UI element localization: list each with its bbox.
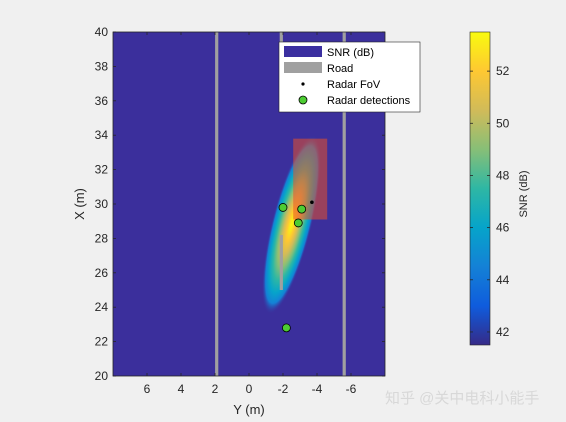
- colorbar-tick-label-4: 50: [496, 116, 510, 130]
- legend-swatch-0: [284, 46, 322, 57]
- road-segment-0: [279, 234, 283, 290]
- y-tick-label-4: 28: [95, 231, 109, 245]
- x-axis-label: Y (m): [233, 402, 265, 417]
- x-tick-label-6: -6: [346, 382, 357, 396]
- road-line-0: [215, 32, 219, 376]
- legend: SNR (dB) Road Radar FoV Radar detections: [278, 41, 421, 113]
- radar-detection-2: [293, 218, 303, 228]
- colorbar-tick-label-3: 48: [496, 168, 510, 182]
- colorbar-gradient: [469, 31, 491, 346]
- y-tick-label-3: 26: [95, 266, 109, 280]
- x-axis-ticks: 6 4 2 0 -2 -4 -6: [144, 32, 357, 396]
- y-tick-label-10: 40: [95, 25, 109, 39]
- radar-detection-1: [297, 204, 307, 214]
- legend-label-1: Road: [327, 63, 353, 75]
- watermark: 知乎 @关中电科小能手: [385, 390, 539, 407]
- colorbar-label: SNR (dB): [518, 170, 530, 217]
- y-axis-ticks: 20 22 24 26 28 30 32 34 36 38 40: [95, 25, 385, 383]
- legend-swatch-1: [284, 62, 322, 73]
- detections-layer: [278, 203, 307, 333]
- x-tick-label-2: 2: [212, 382, 219, 396]
- colorbar-tick-label-0: 42: [496, 325, 510, 339]
- x-tick-label-1: 4: [178, 382, 185, 396]
- y-tick-label-7: 34: [95, 128, 109, 142]
- radar-detection-3: [281, 323, 291, 333]
- legend-swatch-3: [298, 95, 308, 105]
- x-tick-label-0: 6: [144, 382, 151, 396]
- x-tick-label-5: -4: [312, 382, 323, 396]
- radar-detection-0: [278, 203, 288, 212]
- radar-position-marker: [310, 200, 314, 205]
- x-tick-label-4: -2: [278, 382, 289, 396]
- y-tick-label-2: 24: [95, 300, 109, 314]
- legend-label-0: SNR (dB): [327, 47, 374, 59]
- y-tick-label-0: 20: [95, 369, 109, 383]
- y-tick-label-9: 38: [95, 59, 109, 73]
- legend-swatch-2: [301, 82, 305, 86]
- colorbar: 42 44 46 48 50 52 SNR (dB): [469, 31, 530, 346]
- y-tick-label-8: 36: [95, 94, 109, 108]
- y-axis-label: X (m): [72, 188, 87, 220]
- colorbar-tick-label-5: 52: [496, 64, 510, 78]
- colorbar-tick-label-1: 44: [496, 273, 510, 287]
- legend-label-3: Radar detections: [327, 95, 411, 107]
- colorbar-tick-label-2: 46: [496, 221, 510, 235]
- road-line-1: [342, 32, 346, 376]
- legend-label-2: Radar FoV: [327, 79, 381, 91]
- y-tick-label-5: 30: [95, 197, 109, 211]
- x-tick-label-3: 0: [246, 382, 253, 396]
- y-tick-label-6: 32: [95, 163, 109, 177]
- y-tick-label-1: 22: [95, 335, 109, 349]
